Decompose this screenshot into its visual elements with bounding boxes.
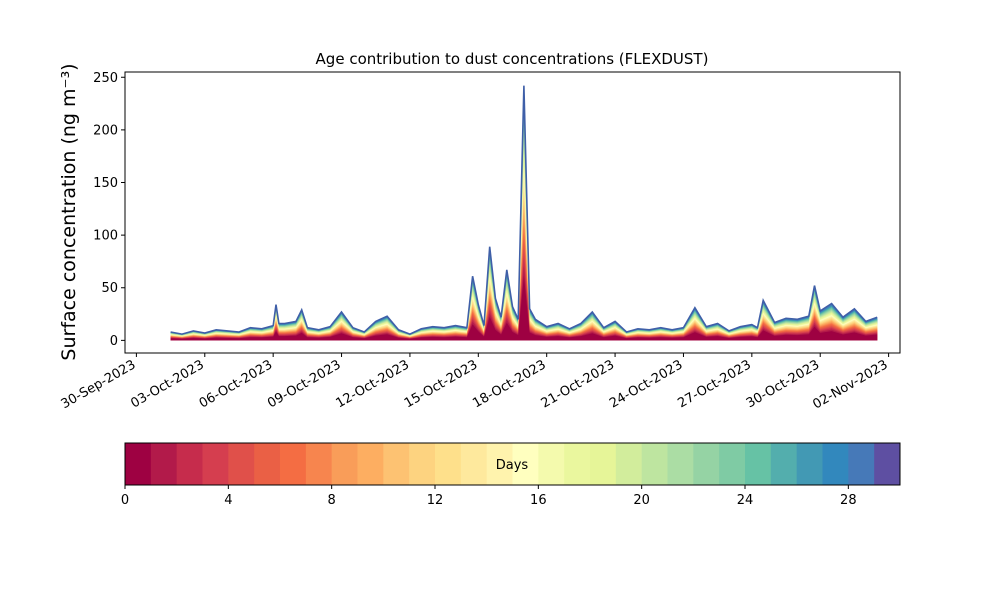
colorbar-segment <box>822 443 849 485</box>
colorbar-tick-label: 16 <box>530 493 547 508</box>
colorbar-segment <box>125 443 152 485</box>
colorbar-segment <box>745 443 772 485</box>
x-tick-label: 15-Oct-2023 <box>402 357 480 411</box>
colorbar-tick-label: 28 <box>840 493 857 508</box>
colorbar-segment <box>331 443 358 485</box>
colorbar-segment <box>228 443 255 485</box>
y-tick-label: 0 <box>110 334 118 349</box>
y-tick-label: 250 <box>93 71 118 86</box>
colorbar-segment <box>590 443 617 485</box>
x-axis: 30-Sep-202303-Oct-202306-Oct-202309-Oct-… <box>59 353 891 412</box>
colorbar-segment <box>796 443 823 485</box>
x-tick-label: 27-Oct-2023 <box>675 357 753 411</box>
chart-title: Age contribution to dust concentrations … <box>316 50 709 68</box>
colorbar-segment <box>615 443 643 485</box>
colorbar-tick-label: 12 <box>427 493 444 508</box>
colorbar-segment <box>460 443 488 485</box>
colorbar-segment <box>564 443 591 485</box>
colorbar-tick-label: 24 <box>737 493 754 508</box>
colorbar-segment <box>693 443 720 485</box>
colorbar-segment <box>486 443 513 485</box>
x-tick-label: 30-Oct-2023 <box>744 357 822 411</box>
x-tick-label: 03-Oct-2023 <box>128 357 206 411</box>
colorbar-tick-label: 4 <box>224 493 232 508</box>
x-tick-label: 02-Nov-2023 <box>810 357 890 412</box>
colorbar-segment <box>848 443 875 485</box>
total-concentration-line <box>170 85 878 335</box>
y-axis-label: Surface concentration (ng m⁻³) <box>58 63 80 360</box>
colorbar-segment <box>383 443 410 485</box>
colorbar-segment <box>435 443 462 485</box>
colorbar-segment <box>409 443 436 485</box>
colorbar-segment <box>150 443 178 485</box>
axes-frame <box>124 71 901 354</box>
x-tick-label: 12-Oct-2023 <box>334 357 412 411</box>
plot-area <box>170 85 878 341</box>
x-tick-label: 06-Oct-2023 <box>197 357 275 411</box>
colorbar-tick-label: 0 <box>121 493 129 508</box>
x-tick-label: 09-Oct-2023 <box>265 357 343 411</box>
colorbar-segment <box>719 443 746 485</box>
colorbar-segment <box>357 443 384 485</box>
colorbar-label: Days <box>496 458 529 473</box>
x-tick-label: 18-Oct-2023 <box>470 357 548 411</box>
colorbar-segment <box>280 443 307 485</box>
colorbar-segment <box>305 443 333 485</box>
y-tick-label: 200 <box>93 123 118 138</box>
y-axis: 0 50 100 150 200 250 <box>93 71 125 349</box>
x-tick-label: 24-Oct-2023 <box>607 357 685 411</box>
colorbar-segment <box>667 443 694 485</box>
colorbar-segment <box>538 443 565 485</box>
x-tick-label: 21-Oct-2023 <box>539 357 617 411</box>
colorbar-segment <box>176 443 203 485</box>
colorbar-tick-label: 8 <box>328 493 336 508</box>
y-tick-label: 50 <box>101 281 118 296</box>
y-tick-label: 150 <box>93 176 118 191</box>
colorbar-segment <box>202 443 229 485</box>
x-tick-label: 30-Sep-2023 <box>59 357 139 412</box>
colorbar-frame <box>124 442 901 486</box>
colorbar-segment <box>641 443 668 485</box>
colorbar-segment <box>770 443 798 485</box>
colorbar-segment <box>254 443 281 485</box>
y-tick-label: 100 <box>93 229 118 244</box>
colorbar-tick-label: 20 <box>633 493 650 508</box>
age-band-day-0 <box>170 276 878 341</box>
colorbar-segment <box>874 443 901 485</box>
colorbar-segment <box>512 443 539 485</box>
colorbar: 0 4 8 12 16 20 24 28 <box>121 442 901 508</box>
